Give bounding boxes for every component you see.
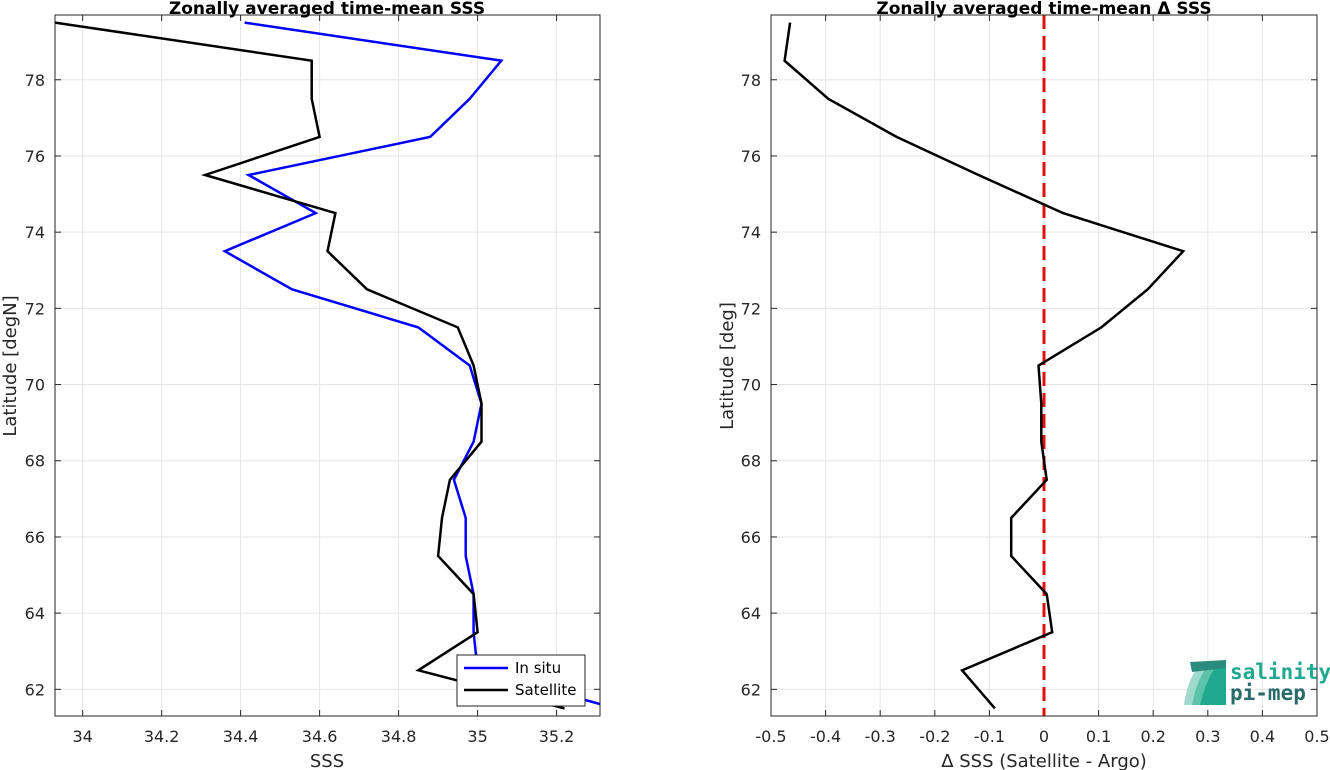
- legend: In situ Satellite: [457, 655, 585, 706]
- x-axis-label-sss: SSS: [310, 751, 344, 770]
- panel-sss: 34 34.2 34.4 34.6 34.8 35 35.2 62 64 66 68 70 72 74 76…: [0, 0, 616, 770]
- y-tick-label: 78: [741, 71, 761, 90]
- x-tick-label: -0.5: [755, 727, 786, 746]
- panel-delta-sss: -0.5 -0.4 -0.3 -0.2 -0.1 0 0.1 0.2 0.3 0.4 0.5 62 64…: [717, 0, 1330, 770]
- y-tick-label: 74: [25, 223, 45, 242]
- y-tick-label: 76: [25, 147, 45, 166]
- x-tick-label: 34.2: [144, 727, 180, 746]
- y-tick-label: 64: [741, 604, 761, 623]
- y-tick-label: 68: [25, 452, 45, 471]
- y-tick-label: 78: [25, 71, 45, 90]
- x-axis-label-delta: Δ SSS (Satellite - Argo): [941, 751, 1147, 770]
- x-tick-label: 0.1: [1086, 727, 1111, 746]
- chart-title-sss: Zonally averaged time-mean SSS: [169, 0, 485, 19]
- y-tick-label: 62: [25, 680, 45, 699]
- x-tick-label: 35: [467, 727, 487, 746]
- legend-label-in-situ: In situ: [515, 659, 561, 677]
- logo-text-pimep: pi-mep: [1230, 681, 1306, 705]
- x-tick-label: 35.2: [539, 727, 575, 746]
- x-tick-label: 0: [1039, 727, 1049, 746]
- y-tick-label: 62: [741, 680, 761, 699]
- y-axis-label-delta: Latitude [deg]: [717, 302, 738, 430]
- y-tick-label: 72: [741, 299, 761, 318]
- x-tick-label: -0.3: [865, 727, 896, 746]
- x-tick-label: 0.5: [1304, 727, 1329, 746]
- legend-label-satellite: Satellite: [515, 681, 576, 699]
- y-tick-label: 64: [25, 604, 45, 623]
- x-tick-label: -0.2: [919, 727, 950, 746]
- chart-title-delta: Zonally averaged time-mean Δ SSS: [876, 0, 1211, 19]
- y-tick-label: 72: [25, 299, 45, 318]
- chart-canvas: 34 34.2 34.4 34.6 34.8 35 35.2 62 64 66 68 70 72 74 76…: [0, 0, 1330, 770]
- x-tick-label: 0.4: [1250, 727, 1275, 746]
- x-tick-label: -0.4: [810, 727, 841, 746]
- y-tick-label: 70: [741, 376, 761, 395]
- x-tick-label: 34.4: [223, 727, 259, 746]
- plot-area-sss: [55, 15, 600, 716]
- x-tick-label: 34: [72, 727, 92, 746]
- y-tick-label: 76: [741, 147, 761, 166]
- x-tick-label: 0.3: [1195, 727, 1220, 746]
- y-tick-label: 68: [741, 452, 761, 471]
- y-tick-label: 70: [25, 376, 45, 395]
- x-tick-label: -0.1: [974, 727, 1005, 746]
- y-axis-label-sss: Latitude [degN]: [0, 295, 21, 436]
- x-tick-label: 34.6: [302, 727, 338, 746]
- y-tick-label: 66: [741, 528, 761, 547]
- y-tick-label: 74: [741, 223, 761, 242]
- y-tick-label: 66: [25, 528, 45, 547]
- x-tick-label: 0.2: [1140, 727, 1165, 746]
- x-tick-label: 34.8: [381, 727, 417, 746]
